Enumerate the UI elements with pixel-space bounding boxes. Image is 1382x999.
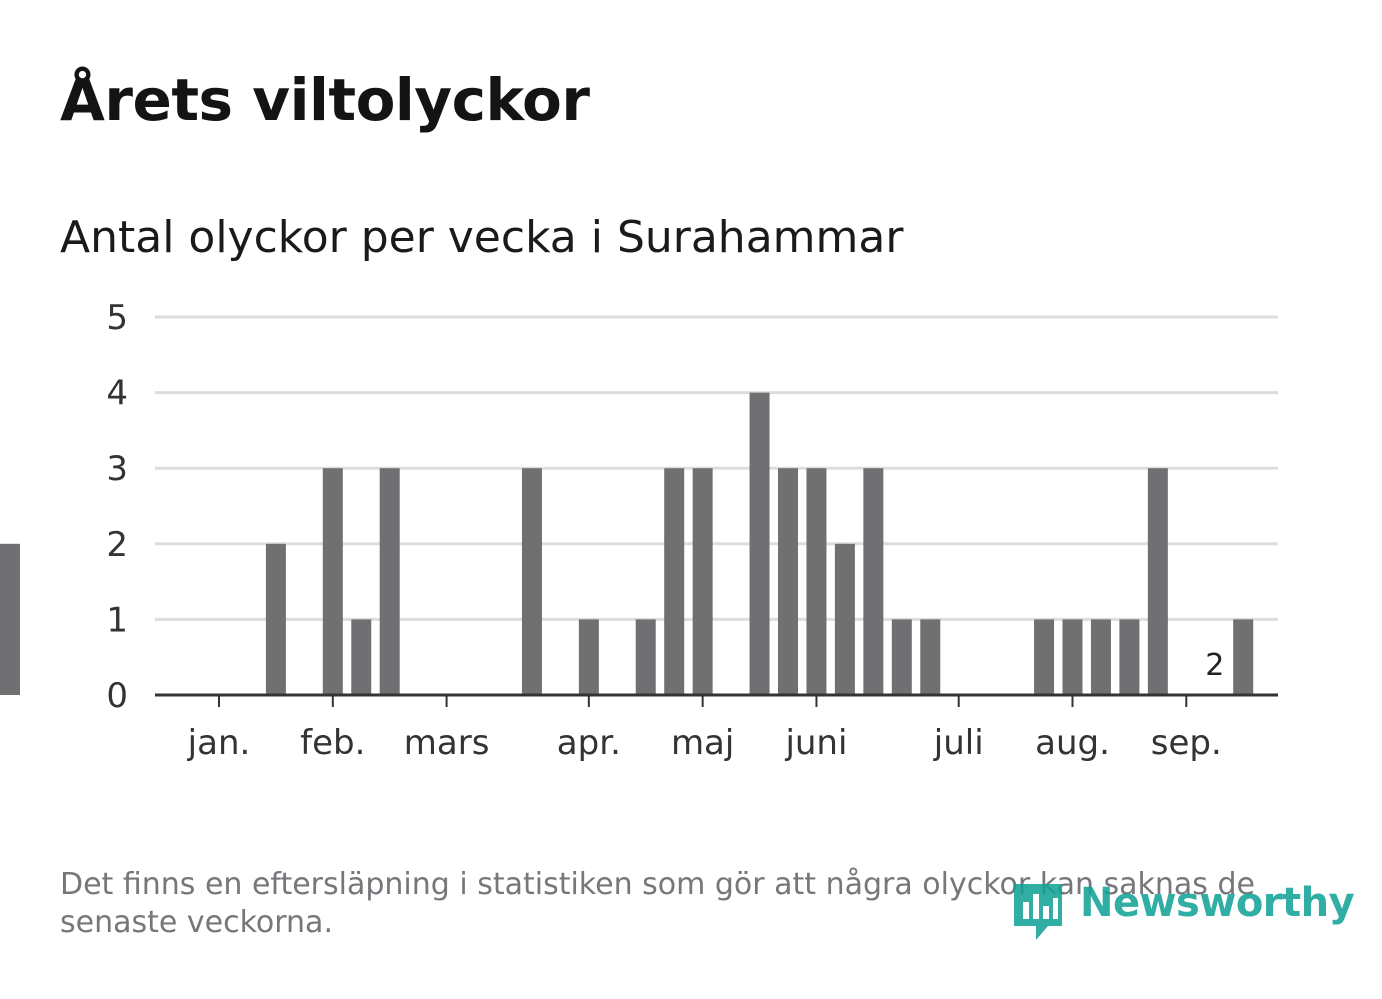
bar (749, 392, 770, 695)
x-tick-label: juni (784, 723, 847, 763)
x-tick-label: maj (671, 723, 734, 763)
bar (635, 619, 656, 695)
y-tick-label: 2 (106, 525, 128, 565)
bar (778, 468, 798, 695)
x-tick-label: apr. (557, 723, 621, 763)
x-tick-label: sep. (1151, 723, 1222, 763)
y-tick-label: 3 (106, 449, 128, 489)
bar (664, 468, 685, 695)
data-label: 2 (1205, 648, 1224, 683)
bar (322, 468, 343, 695)
bar (351, 619, 372, 695)
bar (863, 468, 884, 695)
bar (1147, 468, 1168, 695)
bar (1119, 619, 1140, 695)
x-tick-label: mars (404, 723, 490, 763)
x-tick-label: feb. (300, 723, 365, 763)
y-axis-ticks: 0 1 2 3 4 5 (106, 298, 128, 716)
x-tick-label: juli (933, 723, 984, 763)
chart-title: Årets viltolyckor (60, 66, 590, 134)
brand-name: Newsworthy (1080, 880, 1355, 926)
bar (920, 619, 941, 695)
bar (578, 619, 599, 695)
bar (379, 468, 400, 695)
bar (1062, 619, 1083, 695)
chart-subtitle: Antal olyckor per vecka i Surahammar (60, 212, 904, 263)
y-tick-label: 1 (106, 600, 128, 640)
bar (692, 468, 713, 695)
y-tick-label: 4 (106, 374, 128, 414)
bar (834, 543, 855, 695)
y-tick-label: 5 (106, 298, 128, 338)
bar (265, 543, 286, 695)
x-axis: jan. feb. mars apr. maj juni juli aug. sep. (155, 693, 1278, 763)
bar (1233, 619, 1254, 695)
bar (1034, 619, 1055, 695)
bars (0, 392, 1254, 695)
bar (521, 468, 542, 695)
bar (806, 468, 827, 695)
y-tick-label: 0 (106, 676, 128, 716)
newsworthy-logo-icon (1014, 884, 1062, 940)
brand-logo: Newsworthy (1010, 876, 1355, 946)
x-tick-label: aug. (1035, 723, 1110, 763)
x-tick-label: jan. (187, 723, 251, 763)
bar (891, 619, 912, 695)
bar (0, 543, 20, 695)
data-labels: 2 (1205, 648, 1224, 683)
bar (1090, 619, 1111, 695)
